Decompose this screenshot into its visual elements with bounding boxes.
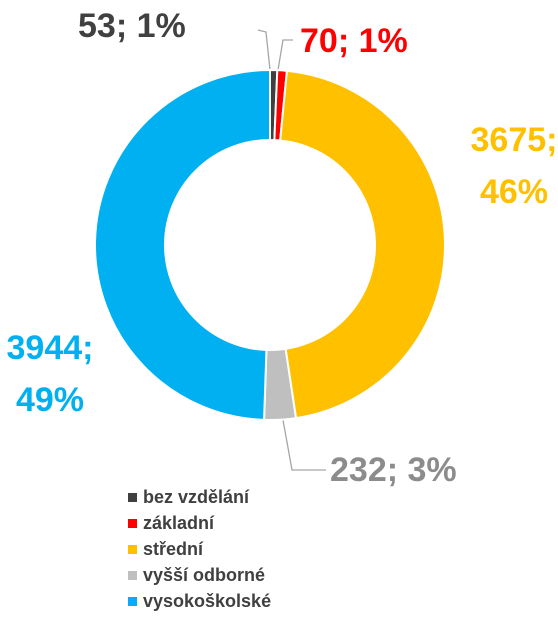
data-label: 70; 1%: [300, 22, 408, 60]
legend-entry: střední: [128, 537, 203, 561]
data-label: 232; 3%: [330, 451, 457, 489]
data-label: 53; 1%: [78, 7, 186, 45]
legend-entry: bez vzdělání: [128, 485, 249, 509]
legend-swatch: [128, 544, 137, 554]
legend-entry: vyšší odborné: [128, 563, 265, 587]
leader-line: [282, 419, 326, 471]
legend-label: základní: [143, 512, 215, 533]
legend-label: vysokoškolské: [143, 590, 272, 611]
legend-entry: základní: [128, 511, 214, 535]
legend-label: bez vzdělání: [143, 486, 250, 507]
donut-slice: [279, 69, 446, 420]
legend-swatch: [128, 492, 137, 502]
data-label: 3944; 49%: [6, 329, 94, 419]
data-label: 3675; 46%: [470, 121, 558, 211]
leader-line: [257, 29, 271, 71]
legend-swatch: [128, 518, 137, 528]
leader-line: [277, 39, 293, 71]
donut-slice: [94, 68, 271, 421]
legend-label: vyšší odborné: [143, 564, 266, 585]
legend-swatch: [128, 570, 137, 580]
legend-entry: vysokoškolské: [128, 589, 271, 613]
legend-label: střední: [143, 538, 204, 559]
legend-swatch: [128, 596, 137, 606]
